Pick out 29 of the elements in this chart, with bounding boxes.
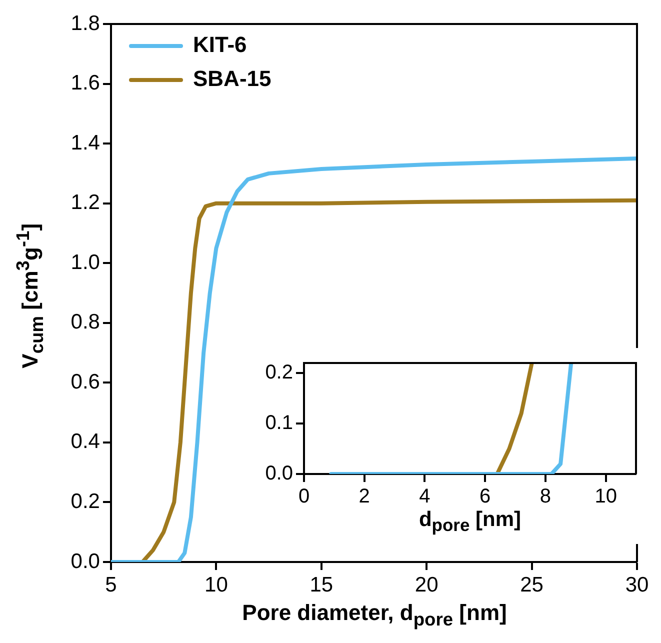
y-tick-label: 1.4: [70, 131, 100, 154]
y-tick-label: 0.1: [265, 412, 293, 434]
x-tick-label: 2: [358, 486, 370, 508]
x-tick-label: 10: [204, 573, 228, 596]
y-tick-label: 0.2: [265, 362, 293, 384]
y-tick-label: 0.4: [70, 430, 100, 454]
x-tick-label: 8: [540, 486, 552, 508]
y-tick-label: 0.6: [70, 370, 100, 394]
y-tick-label: 1.2: [70, 191, 100, 214]
x-tick-label: 15: [310, 573, 334, 596]
y-tick-label: 0.0: [265, 462, 293, 485]
x-tick-label: 25: [520, 573, 544, 596]
x-axis-title: Pore diameter, d$_{pore}$ [nm]: [241, 600, 508, 630]
x-tick-label: 30: [625, 573, 649, 596]
y-tick-label: 1.0: [70, 250, 100, 274]
x-tick-label: 0: [298, 486, 310, 508]
legend-label: SBA-15: [193, 66, 272, 92]
y-tick-label: 0.8: [70, 310, 100, 334]
x-tick-label: 10: [594, 486, 617, 508]
x-tick-label: 20: [414, 573, 438, 596]
x-tick-label: 6: [480, 486, 491, 508]
y-tick-label: 0.2: [70, 490, 100, 514]
legend-label: KIT-6: [193, 32, 247, 58]
y-tick-label: 1.6: [70, 72, 100, 95]
x-tick-label: 4: [419, 486, 430, 508]
x-axis-title: d$_{pore}$ [nm]: [418, 508, 522, 536]
y-tick-label: 1.8: [70, 12, 100, 35]
x-tick-label: 5: [105, 573, 117, 596]
y-tick-label: 0.0: [70, 550, 100, 573]
